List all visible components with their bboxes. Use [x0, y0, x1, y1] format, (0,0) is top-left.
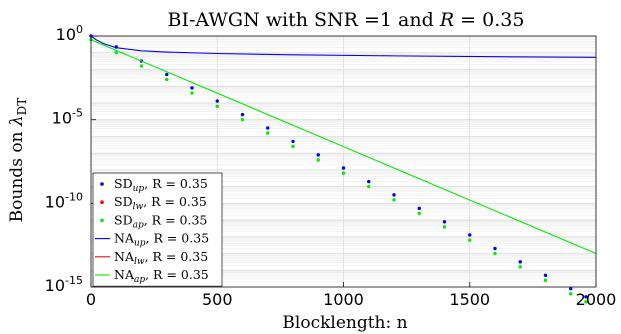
- legend-entry: NAup, R = 0.35: [114, 231, 209, 249]
- series-point-1: [291, 139, 295, 144]
- legend-entry-rest: , R = 0.35: [145, 249, 209, 264]
- series-line-4: [90, 35, 597, 58]
- chart-title-part1: BI-AWGN with SNR =1 and: [168, 9, 440, 31]
- series-point-1: [493, 246, 497, 251]
- series-point-3: [190, 91, 194, 95]
- y-tick-base: 10: [52, 109, 72, 128]
- series-point-3: [417, 211, 421, 216]
- legend-entry-subscript: up: [134, 239, 146, 249]
- series-point-1: [190, 86, 194, 90]
- series-point-3: [266, 131, 270, 135]
- legend-marker-dot: [100, 200, 104, 204]
- series-point-3: [569, 292, 573, 296]
- legend-marker-dot: [100, 182, 104, 186]
- series-point-3: [392, 198, 396, 202]
- series-point-3: [240, 117, 245, 122]
- series-point-3: [165, 77, 169, 82]
- y-tick-base: 10: [45, 192, 65, 211]
- series-point-1: [165, 72, 169, 77]
- legend-entry-subscript: ap: [134, 275, 145, 285]
- series-point-3: [215, 104, 219, 108]
- series-point-3: [442, 225, 447, 229]
- legend-entry-subscript: up: [133, 184, 145, 194]
- legend-entry-rest: , R = 0.35: [143, 194, 207, 209]
- legend-entry: NAap, R = 0.35: [114, 267, 209, 285]
- series-point-1: [215, 99, 219, 103]
- series-point-1: [266, 126, 270, 130]
- x-axis-label: Blocklength: n: [282, 313, 407, 333]
- series-point-1: [367, 179, 371, 184]
- legend-entry: SDap, R = 0.35: [114, 212, 207, 230]
- y-axis-label-text: Bounds on: [7, 126, 27, 222]
- series-point-3: [291, 144, 295, 149]
- y-tick-exponent: -15: [65, 274, 83, 287]
- chart-title: BI-AWGN with SNR =1 and R = 0.35: [168, 9, 525, 31]
- legend-entry-base: SD: [114, 212, 133, 227]
- legend-entry-subscript: lw: [133, 202, 144, 212]
- legend-entry: SDlw, R = 0.35: [114, 194, 207, 212]
- x-tick-label: 1000: [323, 290, 364, 309]
- series-point-1: [316, 153, 320, 157]
- x-tick-label: 2000: [576, 290, 617, 309]
- series-point-3: [316, 158, 320, 162]
- chart-title-part2: = 0.35: [454, 9, 524, 31]
- series-point-3: [543, 278, 548, 283]
- legend-entry-base: NA: [114, 231, 135, 246]
- series-line-6: [90, 39, 597, 255]
- y-tick-label: 10-15: [45, 274, 83, 295]
- y-axis-label-lambda: λ: [7, 115, 27, 127]
- series-point-1: [341, 166, 346, 170]
- legend-entry-rest: , R = 0.35: [146, 231, 210, 246]
- series-point-1: [543, 273, 548, 278]
- x-tick-label: 0: [86, 290, 96, 309]
- legend-entry-base: SD: [114, 176, 133, 191]
- legend-entry-base: NA: [114, 267, 135, 282]
- legend-entry: SDup, R = 0.35: [114, 176, 208, 194]
- chart-title-rate-symbol: R: [439, 9, 454, 31]
- x-tick-label: 1500: [449, 290, 490, 309]
- series-point-3: [518, 265, 522, 269]
- y-tick-exponent: -5: [72, 107, 83, 120]
- series-point-1: [417, 206, 421, 211]
- series-point-3: [584, 300, 588, 304]
- y-tick-label: 10-5: [52, 107, 83, 128]
- legend-entry-subscript: ap: [133, 220, 144, 230]
- legend-entry-base: NA: [114, 249, 135, 264]
- legend-entry-rest: , R = 0.35: [144, 212, 208, 227]
- x-tick-label: 500: [202, 290, 233, 309]
- y-axis-label: Bounds on λDT: [7, 98, 29, 223]
- legend-entry-rest: , R = 0.35: [144, 176, 208, 191]
- series-point-1: [569, 287, 573, 291]
- legend-box: [92, 172, 223, 287]
- series-point-1: [518, 260, 522, 264]
- series-point-1: [442, 220, 447, 224]
- y-axis-label-subscript: DT: [15, 98, 29, 116]
- series-point-3: [493, 251, 497, 256]
- legend-entry-subscript: lw: [134, 257, 145, 267]
- series-point-1: [584, 295, 588, 299]
- series-point-1: [240, 112, 245, 117]
- series-point-1: [468, 233, 472, 237]
- series-point-3: [114, 51, 118, 55]
- series-point-3: [341, 171, 346, 175]
- legend-marker-dot: [100, 218, 104, 223]
- y-tick-label: 100: [56, 23, 83, 44]
- y-tick-base: 10: [45, 276, 65, 295]
- y-tick-base: 10: [56, 25, 76, 44]
- y-tick-exponent: 0: [76, 23, 83, 36]
- series-point-3: [139, 64, 144, 68]
- legend-entry-rest: , R = 0.35: [145, 267, 209, 282]
- series-point-3: [468, 238, 472, 242]
- y-tick-label: 10-10: [45, 190, 83, 211]
- legend-entry-base: SD: [114, 194, 133, 209]
- series-point-1: [392, 193, 396, 197]
- legend-entry: NAlw, R = 0.35: [114, 249, 208, 267]
- series-point-3: [367, 184, 371, 189]
- y-tick-exponent: -10: [65, 190, 83, 203]
